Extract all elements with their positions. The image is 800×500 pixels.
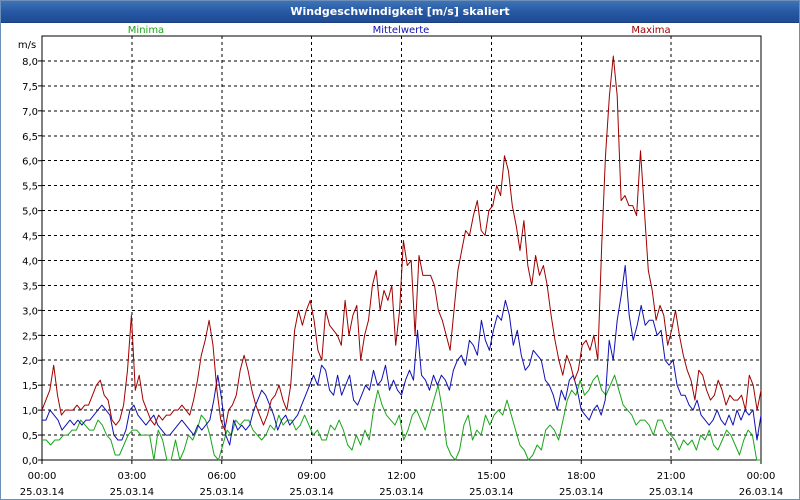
legend: Minima Mittelwerte Maxima [128, 25, 671, 36]
x-tick-time: 03:00 [117, 471, 146, 482]
x-tick-time: 21:00 [657, 471, 686, 482]
y-axis-label: m/s [18, 40, 36, 51]
axes: 0,0 0,5 1,0 1,5 2,0 2,5 3,0 3,5 4,0 4,5 5,0 5,5 6,0 6… [20, 35, 784, 498]
x-tick-time: 12:00 [387, 471, 416, 482]
x-tick-time: 18:00 [567, 471, 596, 482]
x-tick-time: 15:00 [477, 471, 506, 482]
y-tick-label: 2,5 [22, 331, 38, 342]
y-tick-label: 3,0 [22, 306, 38, 317]
x-tick-date: 25.03.14 [20, 487, 65, 498]
y-tick-label: 1,5 [22, 381, 38, 392]
y-tick-label: 5,0 [22, 207, 38, 218]
chart-canvas: 0,0 0,5 1,0 1,5 2,0 2,5 3,0 3,5 4,0 4,5 5,0 5,5 6,0 6… [18, 25, 784, 498]
legend-maxima: Maxima [631, 25, 670, 36]
y-tick-label: 1,0 [22, 406, 38, 417]
x-tick-date: 26.03.14 [739, 487, 784, 498]
series [41, 55, 762, 461]
y-tick-label: 6,0 [22, 157, 38, 168]
y-tick-label: 0,5 [22, 431, 38, 442]
y-tick-label: 3,5 [22, 281, 38, 292]
y-tick-label: 7,5 [22, 82, 38, 93]
window-title: Windgeschwindigkeit [m/s] skaliert [1, 1, 799, 23]
x-tick-date: 25.03.14 [559, 487, 604, 498]
x-tick-time: 09:00 [297, 471, 326, 482]
y-tick-label: 4,5 [22, 232, 38, 243]
grid [42, 36, 761, 460]
x-tick-time: 00:00 [747, 471, 776, 482]
series-line-minima [42, 374, 761, 461]
x-tick-date: 25.03.14 [379, 487, 424, 498]
legend-mittelwerte: Mittelwerte [373, 25, 430, 36]
x-tick-time: 00:00 [28, 471, 57, 482]
y-tick-label: 8,0 [22, 57, 38, 68]
y-tick-label: 0,0 [22, 456, 38, 467]
series-line-maxima [41, 55, 762, 431]
x-tick-date: 25.03.14 [199, 487, 244, 498]
y-tick-label: 6,5 [22, 132, 38, 143]
series-line-mittelwerte [42, 265, 762, 446]
x-tick-date: 25.03.14 [469, 487, 514, 498]
x-tick-time: 06:00 [207, 471, 236, 482]
x-tick-date: 25.03.14 [649, 487, 694, 498]
y-tick-label: 2,0 [22, 356, 38, 367]
y-tick-label: 4,0 [22, 256, 38, 267]
legend-minima: Minima [128, 25, 164, 36]
x-tick-date: 25.03.14 [289, 487, 334, 498]
x-tick-date: 25.03.14 [110, 487, 155, 498]
y-tick-label: 5,5 [22, 182, 38, 193]
y-tick-label: 7,0 [22, 107, 38, 118]
